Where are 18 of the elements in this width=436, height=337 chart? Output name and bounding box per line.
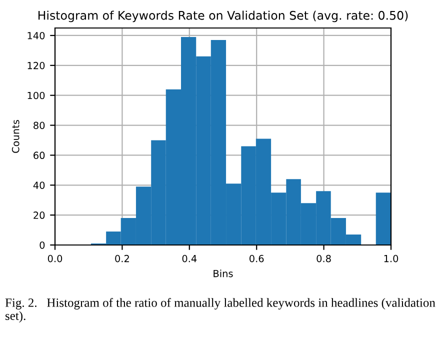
y-tick-label: 60 [34,152,45,160]
x-tick-label: 0.8 [316,254,331,262]
x-tick-label: 0.4 [182,254,197,262]
x-tick-label: 1.0 [384,254,398,262]
y-tick-label: 20 [34,212,45,219]
y-tick-label: 40 [33,182,45,189]
y-tick-label: 100 [28,92,45,100]
x-tick-label: 0.2 [115,254,129,262]
y-tick-label: 120 [28,62,45,70]
x-tick-label: 0.6 [250,254,264,262]
caption: Fig. 2. Histogram of the ratio of manually labelled keywords in headlines (validation set). [5,298,436,323]
y-tick-label: 80 [34,122,45,130]
y-tick-label: 0 [40,241,45,249]
x-axis-title: Bins [214,270,233,278]
y-tick-label: 140 [28,32,45,40]
x-tick-label: 0.0 [48,254,62,262]
y-axis-title: Counts [12,120,20,153]
chart-title: Histogram of Keywords Rate on Validation Set (avg. rate: 0.50) [38,10,408,22]
